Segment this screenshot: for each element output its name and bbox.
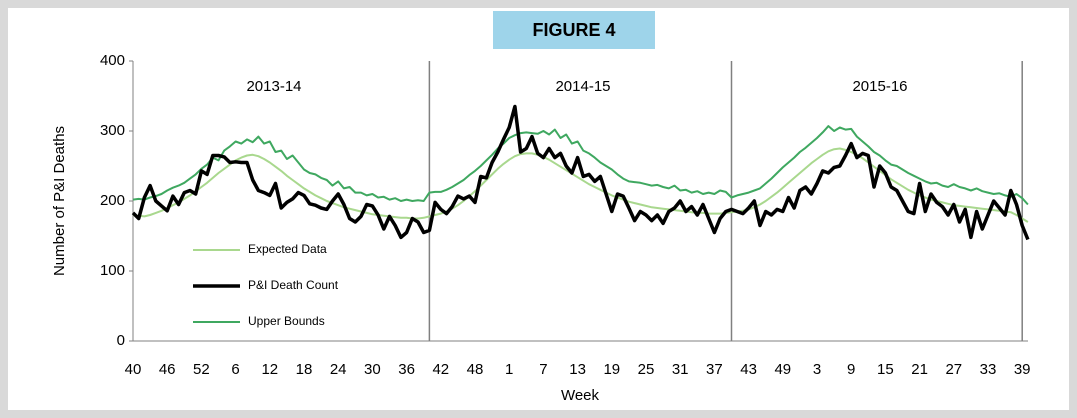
x-tick-label: 30 [364,361,381,378]
y-tick-label: 0 [117,332,125,349]
season-label: 2015-16 [852,78,907,95]
x-tick-label: 1 [505,361,513,378]
x-tick-label: 12 [261,361,278,378]
x-tick-label: 3 [813,361,821,378]
x-tick-label: 25 [638,361,655,378]
x-axis-title: Week [561,387,600,404]
legend-label: Expected Data [248,242,327,256]
series-line [132,125,1029,206]
legend-label: Upper Bounds [248,314,325,328]
season-label: 2014-15 [555,78,610,95]
x-tick-label: 24 [330,361,347,378]
x-tick-label: 19 [603,361,620,378]
x-tick-label: 7 [539,361,547,378]
y-tick-label: 400 [100,52,125,69]
series-line [131,104,1030,241]
y-axis-title: Number of P&I Deaths [51,126,68,276]
y-tick-label: 300 [100,122,125,139]
x-tick-label: 31 [672,361,689,378]
x-tick-label: 18 [296,361,313,378]
y-tick-label: 100 [100,262,125,279]
x-tick-label: 6 [231,361,239,378]
x-tick-label: 49 [774,361,791,378]
x-tick-label: 36 [398,361,415,378]
x-tick-label: 46 [159,361,176,378]
season-label: 2013-14 [246,78,301,95]
x-tick-label: 42 [432,361,449,378]
title-box [493,11,655,49]
x-tick-label: 40 [125,361,142,378]
chart-area [8,8,1069,410]
x-tick-label: 9 [847,361,855,378]
legend-label: P&I Death Count [248,278,339,292]
x-tick-label: 33 [980,361,997,378]
x-tick-label: 52 [193,361,210,378]
x-tick-label: 21 [911,361,928,378]
x-tick-label: 48 [467,361,484,378]
y-tick-label: 200 [100,192,125,209]
x-tick-label: 37 [706,361,723,378]
x-tick-label: 39 [1014,361,1031,378]
x-tick-label: 13 [569,361,586,378]
x-tick-label: 43 [740,361,757,378]
x-tick-label: 15 [877,361,894,378]
chart-title: FIGURE 4 [532,20,615,40]
x-tick-label: 27 [945,361,962,378]
